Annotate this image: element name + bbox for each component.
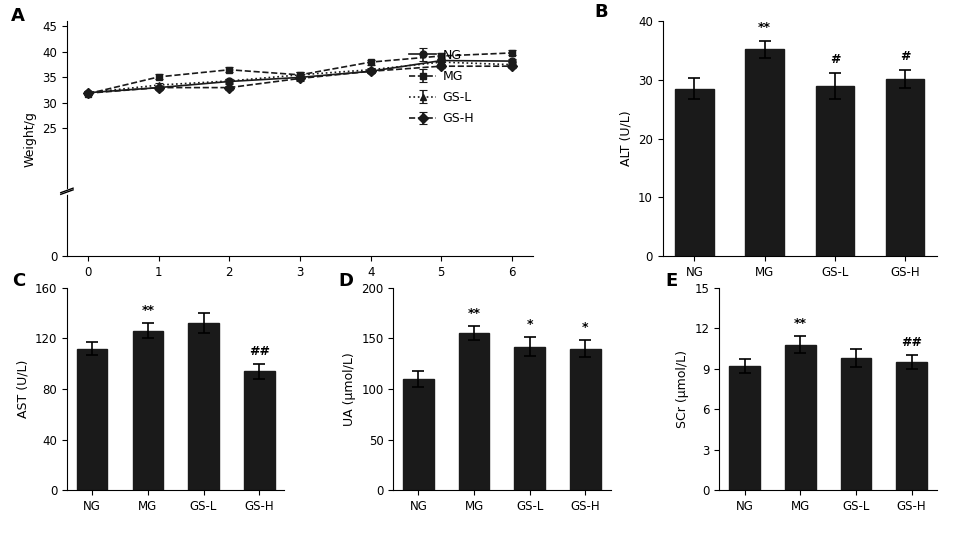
Text: ##: ##	[902, 336, 923, 349]
Bar	[840, 358, 871, 490]
Legend: NG, MG, GS-L, GS-H: NG, MG, GS-L, GS-H	[409, 49, 474, 125]
Bar	[886, 79, 924, 256]
Bar	[570, 349, 600, 490]
Text: **: **	[467, 307, 481, 320]
Bar	[76, 349, 107, 490]
Bar	[514, 346, 545, 490]
Text: #: #	[830, 53, 840, 66]
Text: #: #	[900, 50, 910, 63]
Bar	[746, 50, 784, 256]
Bar	[133, 331, 163, 490]
Text: C: C	[12, 272, 26, 289]
Bar	[244, 372, 274, 490]
Text: D: D	[338, 272, 354, 289]
Y-axis label: AST (U/L): AST (U/L)	[16, 360, 30, 418]
Bar	[785, 344, 815, 490]
Y-axis label: UA (μmol/L): UA (μmol/L)	[342, 352, 356, 426]
Bar	[459, 334, 489, 490]
Bar	[729, 366, 760, 490]
Text: **: **	[793, 317, 807, 330]
Text: B: B	[594, 3, 608, 21]
Text: **: **	[141, 304, 154, 317]
Y-axis label: ALT (U/L): ALT (U/L)	[619, 111, 633, 166]
Bar	[403, 379, 434, 490]
Bar	[815, 86, 855, 256]
Text: ##: ##	[249, 345, 270, 358]
Text: **: **	[758, 21, 771, 34]
Text: A: A	[11, 7, 25, 25]
Text: *: *	[527, 318, 533, 332]
Bar	[188, 323, 219, 490]
Bar	[675, 88, 714, 256]
Y-axis label: Weight/g: Weight/g	[24, 111, 36, 166]
Bar	[897, 362, 927, 490]
Text: E: E	[665, 272, 677, 289]
Y-axis label: SCr (μmol/L): SCr (μmol/L)	[676, 350, 689, 428]
Text: *: *	[582, 321, 589, 334]
